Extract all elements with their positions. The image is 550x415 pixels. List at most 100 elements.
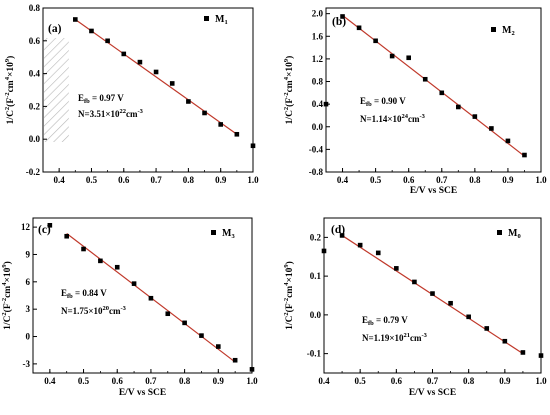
data-point: [430, 291, 435, 296]
data-point: [375, 250, 381, 256]
x-tick-label: 0.5: [86, 175, 98, 185]
data-point: [234, 131, 240, 137]
y-tick-label: 1.6: [312, 31, 324, 41]
data-point: [456, 104, 461, 110]
data-point: [169, 81, 175, 86]
chart-panel-d: 0.4 0.5 0.6 0.7 0.8 0.9 1.0 -0.1 0.0 0.1 0.2 (d) M0 E…: [283, 217, 547, 398]
flatband-potential: Efb = 0.79 V: [362, 315, 408, 327]
chart-panel-b: 0.4 0.5 0.6 0.7 0.8 0.9 1.0 -0.8 -0.4 0.0 0.4 0.8 1.…: [283, 7, 547, 196]
x-tick-label: 0.8: [463, 376, 475, 386]
data-point: [137, 59, 143, 65]
data-point: [448, 300, 453, 306]
x-axis-title: E/V vs SCE: [410, 186, 457, 196]
x-tick-label: 1.0: [247, 175, 259, 185]
legend-label: M1: [215, 14, 228, 26]
data-point: [538, 353, 544, 358]
data-point: [373, 38, 378, 44]
x-tick-label: 0.8: [183, 175, 195, 185]
x-tick-label: 0.7: [150, 175, 162, 185]
x-tick-label: 0.4: [44, 376, 56, 386]
panel-label: (d): [331, 224, 345, 236]
y-tick-label: 0.0: [310, 310, 322, 320]
fit-line: [342, 14, 525, 157]
x-tick-label: 0.6: [391, 376, 403, 386]
y-tick-label: 6: [26, 277, 31, 287]
data-point: [47, 222, 53, 228]
x-tick-label: 0.9: [502, 175, 514, 185]
carrier-density: N=1.14×1024cm-3: [360, 113, 426, 124]
data-point: [340, 14, 345, 19]
data-point: [218, 122, 223, 127]
carrier-density: N=3.51×1022cm-3: [78, 108, 144, 119]
data-point: [73, 17, 78, 22]
data-point: [356, 25, 362, 31]
y-tick-label: -0.8: [309, 167, 324, 177]
x-axis-title: E/V vs SCE: [409, 388, 456, 398]
y-tick-label: -0.2: [26, 167, 41, 177]
data-point: [505, 138, 511, 144]
y-tick-label: 0.2: [310, 232, 322, 242]
x-tick-label: 0.7: [145, 376, 157, 386]
flatband-potential: Efb = 0.97 V: [78, 93, 124, 105]
data-point: [489, 126, 494, 131]
y-tick-label: 12: [21, 222, 31, 232]
x-tick-label: 0.8: [179, 376, 191, 386]
data-point: [165, 311, 171, 317]
data-point: [202, 110, 207, 116]
data-point: [323, 101, 329, 107]
legend-label: M0: [508, 228, 521, 240]
data-point: [422, 76, 428, 82]
data-point: [502, 338, 508, 344]
data-point: [64, 233, 69, 239]
y-tick-label: 0.0: [312, 122, 324, 132]
x-tick-label: 0.5: [370, 175, 382, 185]
y-tick-label: 0.1: [310, 271, 322, 281]
y-tick-label: 0.0: [29, 134, 41, 144]
y-tick-label: -3: [23, 359, 31, 369]
data-point: [232, 357, 238, 363]
x-tick-label: 0.6: [112, 376, 124, 386]
legend-marker: [211, 230, 216, 235]
data-point: [199, 333, 204, 338]
y-tick-label: 1.2: [312, 54, 324, 64]
data-point: [121, 51, 127, 57]
flatband-potential: Efb = 0.84 V: [61, 288, 107, 300]
chart-panel-c: 0.4 0.5 0.6 0.7 0.8 0.9 1.0 -3 0 3 6 9 12 (c) M3 Efb = …: [1, 217, 258, 398]
carrier-density: N=1.75×1020cm-3: [61, 305, 127, 316]
data-point: [439, 90, 445, 96]
x-axis-title: E/V vs SCE: [119, 388, 166, 398]
data-point: [472, 114, 478, 119]
plot-frame: [32, 217, 253, 374]
y-tick-label: -0.1: [307, 349, 322, 359]
y-tick-label: 3: [26, 304, 31, 314]
x-tick-label: 0.7: [427, 376, 439, 386]
x-tick-label: 0.4: [337, 175, 349, 185]
x-tick-label: 0.9: [215, 175, 227, 185]
data-point: [98, 258, 103, 264]
x-tick-label: 1.0: [535, 175, 547, 185]
fit-line: [74, 18, 238, 135]
x-tick-label: 0.5: [78, 376, 90, 386]
y-tick-label: 2.0: [312, 9, 324, 19]
data-point: [466, 314, 471, 320]
panel-label: (a): [48, 23, 62, 35]
y-axis-title: 1/C2(F-2cm4×109): [4, 56, 16, 125]
data-point: [249, 367, 255, 372]
data-point: [131, 281, 137, 286]
legend-marker: [497, 230, 502, 235]
data-point: [182, 320, 187, 326]
y-tick-label: 9: [26, 249, 31, 259]
data-point: [339, 233, 345, 238]
data-point: [394, 266, 399, 271]
data-point: [89, 28, 94, 34]
plot-frame: [325, 7, 542, 173]
data-point: [389, 53, 395, 59]
flatband-potential: Efb = 0.90 V: [360, 96, 406, 108]
data-point: [250, 143, 256, 149]
data-point: [406, 55, 411, 61]
panel-label: (c): [38, 224, 51, 236]
chart-panel-a: 0.4 0.5 0.6 0.7 0.8 0.9 1.0 -0.2 0.0 0.2 0.4 0.6 0.8…: [4, 3, 259, 185]
y-axis-title: 1/C2(F-2cm4×109): [283, 56, 295, 125]
y-tick-label: 0.8: [312, 77, 324, 87]
x-tick-label: 0.8: [469, 175, 481, 185]
